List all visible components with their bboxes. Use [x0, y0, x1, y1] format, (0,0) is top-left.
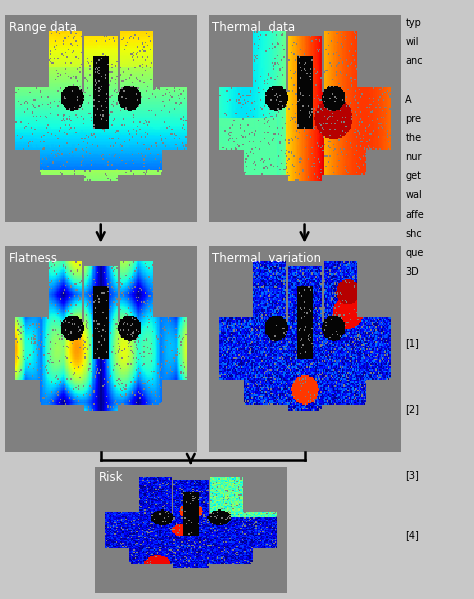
- Text: affe: affe: [405, 210, 424, 220]
- Text: [2]: [2]: [405, 404, 419, 415]
- Text: [4]: [4]: [405, 530, 419, 540]
- Text: [1]: [1]: [405, 338, 419, 349]
- Text: que: que: [405, 248, 424, 258]
- Text: A: A: [405, 95, 412, 105]
- Text: pre: pre: [405, 114, 421, 124]
- Text: Thermal  data: Thermal data: [212, 21, 295, 34]
- Text: shc: shc: [405, 229, 422, 239]
- Text: wal: wal: [405, 190, 422, 201]
- Text: Thermal  variation: Thermal variation: [212, 252, 321, 265]
- Text: anc: anc: [405, 56, 423, 66]
- Text: get: get: [405, 171, 421, 181]
- Text: typ: typ: [405, 18, 421, 28]
- Text: Flatness: Flatness: [9, 252, 57, 265]
- Text: 3D: 3D: [405, 267, 419, 277]
- Text: Risk: Risk: [99, 471, 123, 484]
- Text: [3]: [3]: [405, 470, 419, 480]
- Text: nur: nur: [405, 152, 422, 162]
- Text: Range data: Range data: [9, 21, 76, 34]
- Text: the: the: [405, 133, 421, 143]
- Text: wil: wil: [405, 37, 419, 47]
